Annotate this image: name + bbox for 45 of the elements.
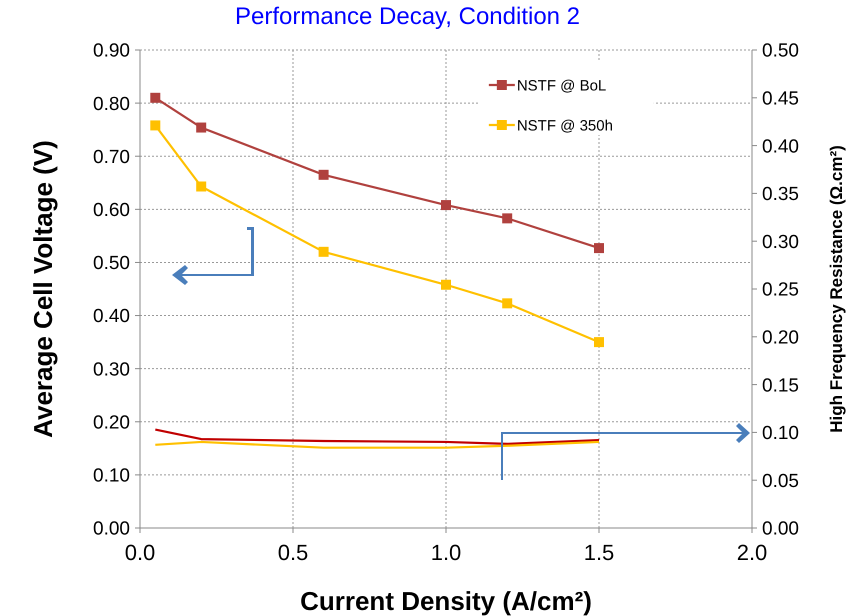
y-tick-label: 0.50 [93,253,130,274]
point [594,243,604,254]
point [150,120,160,130]
y2-tick-label: 0.45 [762,88,799,110]
line-series [154,428,600,445]
y2-tick-label: 0.35 [762,184,799,206]
y-tick-label: 0.40 [93,306,130,328]
y2-tick-label: 0.10 [762,423,799,444]
y2-axis-title: High Frequency Resistance (Ω.cm²) [827,145,846,433]
x-tick-label: 1.5 [584,540,614,565]
legend-label: NSTF @ BoL [516,77,606,94]
y-axis-title: Average Cell Voltage (V) [28,140,58,438]
point [441,200,451,210]
point [196,122,206,133]
y-tick-label: 0.30 [93,359,130,380]
y-tick-label: 0.00 [93,518,130,540]
x-tick-label: 2.0 [736,540,768,565]
y-tick-label: 0.20 [93,412,130,434]
y2-tick-label: 0.05 [762,470,799,492]
y2-tick-label: 0.20 [762,327,799,348]
point [196,181,206,192]
x-axis-title: Current Density (A/cm²) [300,586,592,616]
y2-tick-label: 0.30 [762,232,799,253]
y-tick-label: 0.10 [93,466,130,487]
point [502,298,512,308]
y2-tick-label: 0.25 [762,280,799,301]
y2-tick-label: 0.15 [762,375,799,396]
y-tick-label: 0.70 [93,146,130,168]
point [594,337,604,348]
x-tick-label: 1.0 [430,540,462,565]
y-tick-label: 0.60 [93,200,130,221]
point [502,213,512,224]
point [150,92,160,103]
chart-title: Performance Decay, Condition 2 [234,3,580,30]
y-tick-label: 0.90 [93,40,130,62]
legend-label: NSTF @ 350h [516,117,613,134]
y2-tick-label: 0.40 [762,136,799,158]
point [318,246,329,257]
y2-tick-label: 0.00 [762,518,799,540]
x-tick-label: 0.5 [278,540,308,565]
point [318,170,329,180]
x-tick-label: 0.0 [124,540,156,565]
point [441,280,451,290]
y-tick-label: 0.80 [93,94,130,115]
y2-tick-label: 0.50 [762,40,799,62]
